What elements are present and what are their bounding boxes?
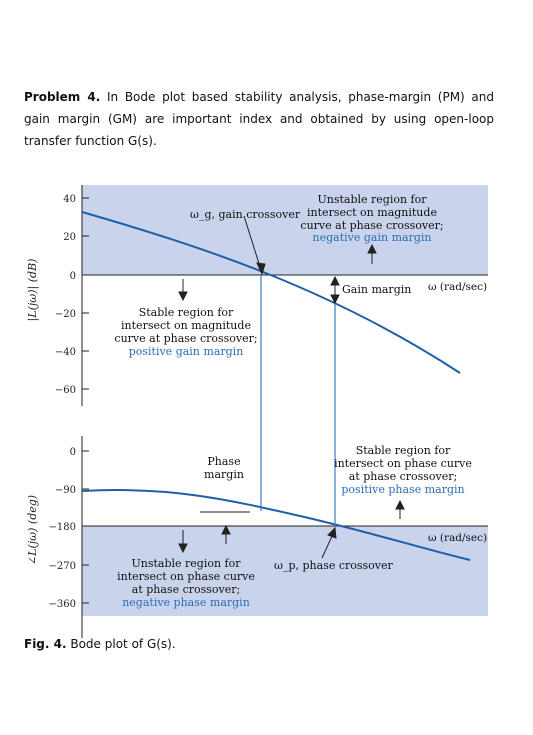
phase-unstable-note: Unstable region for <box>131 557 241 570</box>
phase-crossover-label: ω_p, phase crossover <box>274 559 394 572</box>
phase-tick-label: −180 <box>49 522 76 533</box>
mag-stable-note: Stable region for <box>139 306 234 319</box>
mag-stable-highlight: positive gain margin <box>129 345 244 358</box>
problem-statement: Problem 4. In Bode plot based stability … <box>24 86 494 152</box>
phase-margin-label: Phase <box>207 455 240 468</box>
mag-unstable-region <box>82 185 488 275</box>
mag-omega-label: ω (rad/sec) <box>428 281 487 293</box>
mag-stable-note: curve at phase crossover; <box>114 332 257 345</box>
mag-unstable-note: Unstable region for <box>317 193 427 206</box>
phase-y-axis-label: ∠L(jω) (deg) <box>26 495 39 565</box>
phase-stable-note: intersect on phase curve <box>334 457 472 470</box>
problem-label: Problem 4. <box>24 90 101 104</box>
mag-unstable-note: curve at phase crossover; <box>300 219 443 232</box>
phase-tick-label: −360 <box>49 599 76 610</box>
phase-tick-label: 0 <box>70 447 76 458</box>
mag-ticks <box>82 197 89 390</box>
magnitude-curve <box>81 211 461 374</box>
phase-tick-label: −270 <box>49 561 76 572</box>
phase-unstable-note: intersect on phase curve <box>117 570 255 583</box>
phase-unstable-region <box>82 526 488 616</box>
phase-tick-label: −90 <box>55 485 76 496</box>
bode-plot-figure: 40 20 0 −20 −40 −60 0 −90 −180 −270 −360… <box>26 185 488 638</box>
mag-tick-label: −40 <box>55 347 76 358</box>
mag-tick-label: 20 <box>63 232 76 243</box>
phase-omega-label: ω (rad/sec) <box>428 532 487 544</box>
gain-crossover-label: ω_g, gain crossover <box>190 208 301 221</box>
phase-stable-highlight: positive phase margin <box>341 483 464 496</box>
phase-stable-note: at phase crossover; <box>349 470 457 483</box>
caption-label: Fig. 4. <box>24 637 67 651</box>
mag-tick-label: 0 <box>70 271 76 282</box>
mag-tick-label: −60 <box>55 385 76 396</box>
phase-unstable-highlight: negative phase margin <box>122 596 250 609</box>
caption-text: Bode plot of G(s). <box>66 637 176 651</box>
phase-ticks <box>82 450 89 604</box>
mag-unstable-highlight: negative gain margin <box>313 231 432 244</box>
phase-stable-note: Stable region for <box>356 444 451 457</box>
mag-tick-label: 40 <box>63 194 76 205</box>
mag-y-axis-label: |L(jω)| (dB) <box>26 259 40 322</box>
problem-text: In Bode plot based stability analysis, p… <box>24 90 494 148</box>
mag-tick-label: −20 <box>55 309 76 320</box>
mag-unstable-note: intersect on magnitude <box>307 206 437 219</box>
gain-margin-label: Gain margin <box>342 283 411 296</box>
mag-stable-note: intersect on magnitude <box>121 319 251 332</box>
phase-curve <box>81 488 471 561</box>
figure-caption: Fig. 4. Bode plot of G(s). <box>24 637 176 651</box>
phase-margin-label: margin <box>204 468 244 481</box>
phase-unstable-note: at phase crossover; <box>132 583 240 596</box>
annotation-arrows <box>178 215 405 559</box>
